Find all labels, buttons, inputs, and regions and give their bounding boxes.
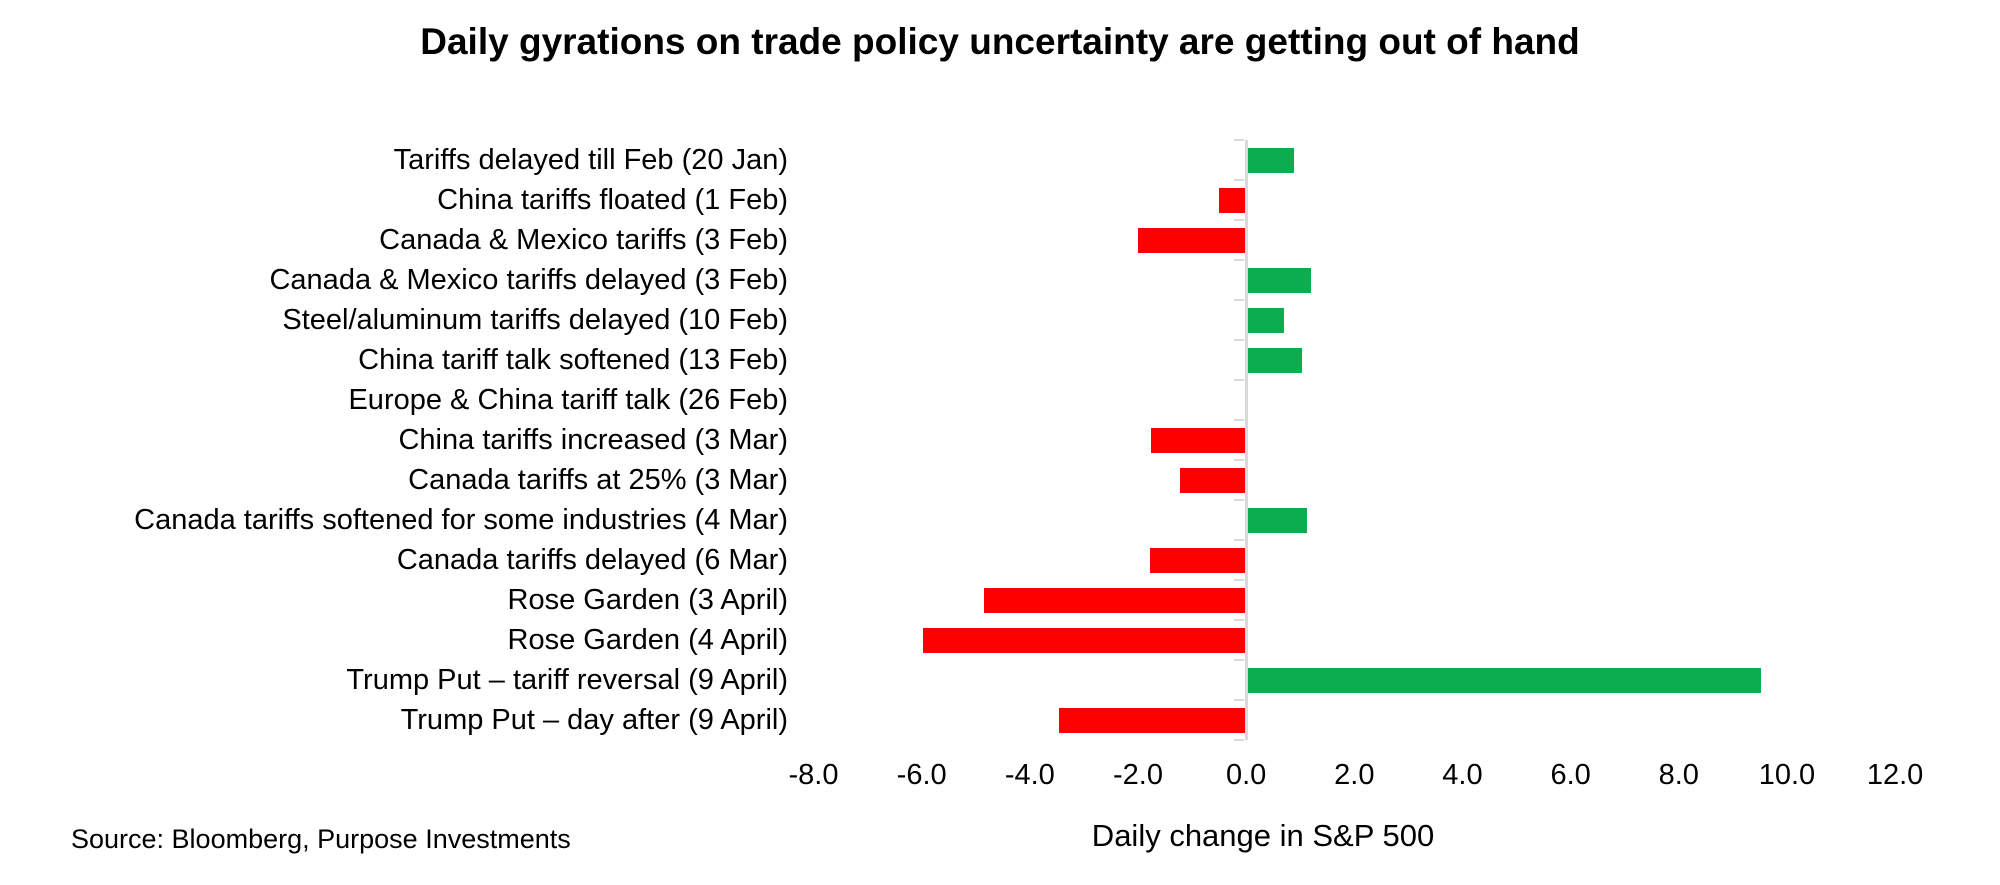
zero-axis-line	[1244, 140, 1248, 740]
axis-tick-notch	[1234, 299, 1245, 301]
plot-area	[800, 139, 1960, 741]
x-tick-label: -8.0	[788, 759, 839, 791]
category-label: China tariff talk softened (13 Feb)	[358, 344, 788, 376]
bar	[1246, 148, 1294, 173]
x-tick-label: -2.0	[1112, 759, 1163, 791]
bar	[1149, 548, 1247, 573]
category-label: Steel/aluminum tariffs delayed (10 Feb)	[282, 304, 788, 336]
axis-tick-notch	[1234, 539, 1245, 541]
bar	[1246, 268, 1312, 293]
axis-tick-notch	[1234, 219, 1245, 221]
bar	[1137, 228, 1247, 253]
axis-tick-notch	[1234, 419, 1245, 421]
axis-tick-notch	[1234, 179, 1245, 181]
category-label: Rose Garden (3 April)	[507, 584, 788, 616]
x-tick-label: 2.0	[1334, 759, 1375, 791]
category-label: Canada & Mexico tariffs delayed (3 Feb)	[269, 264, 788, 296]
category-label: Trump Put – tariff reversal (9 April)	[346, 664, 788, 696]
x-tick-label: 8.0	[1658, 759, 1699, 791]
category-label: Canada tariffs softened for some industr…	[134, 504, 788, 536]
axis-tick-notch	[1234, 459, 1245, 461]
axis-tick-notch	[1234, 259, 1245, 261]
bar	[923, 628, 1247, 653]
bar	[1180, 468, 1247, 493]
axis-tick-notch	[1234, 379, 1245, 381]
x-tick-label: 6.0	[1550, 759, 1591, 791]
x-axis-label: Daily change in S&P 500	[1091, 818, 1435, 853]
category-label: Tariffs delayed till Feb (20 Jan)	[393, 144, 788, 176]
bar	[1219, 188, 1247, 213]
bar	[1059, 708, 1247, 733]
bar	[1246, 508, 1307, 533]
category-label: Trump Put – day after (9 April)	[400, 704, 788, 736]
category-label: China tariffs increased (3 Mar)	[398, 424, 788, 456]
bar	[984, 588, 1247, 613]
x-tick-label: -6.0	[896, 759, 947, 791]
x-tick-label: 4.0	[1442, 759, 1483, 791]
axis-tick-notch	[1234, 699, 1245, 701]
category-label: Canada tariffs delayed (6 Mar)	[396, 544, 788, 576]
category-label: Europe & China tariff talk (26 Feb)	[348, 384, 788, 416]
bar	[1246, 348, 1303, 373]
x-axis-ticks: -8.0 -6.0 -4.0 -2.0 0.0 2.0 4.0 6.0 8.0 10.0 12.0	[789, 757, 1960, 793]
axis-tick-notch	[1234, 339, 1245, 341]
bar	[1150, 428, 1247, 453]
x-tick-label: 10.0	[1758, 759, 1816, 791]
x-tick-label: -4.0	[1004, 759, 1055, 791]
axis-tick-notch	[1234, 739, 1245, 741]
category-label: Canada tariffs at 25% (3 Mar)	[408, 464, 788, 496]
category-label: Rose Garden (4 April)	[507, 624, 788, 656]
axis-tick-notch	[1234, 579, 1245, 581]
axis-tick-notch	[1234, 659, 1245, 661]
x-tick-label: 12.0	[1866, 759, 1924, 791]
category-label: China tariffs floated (1 Feb)	[437, 184, 788, 216]
category-labels: Tariffs delayed till Feb (20 Jan) China t…	[0, 140, 788, 740]
bar	[1246, 668, 1761, 693]
bar	[1246, 308, 1284, 333]
axis-tick-notch	[1234, 499, 1245, 501]
chart-title: Daily gyrations on trade policy uncertai…	[420, 21, 1580, 62]
source-note: Source: Bloomberg, Purpose Investments	[71, 824, 571, 854]
axis-tick-notch	[1234, 619, 1245, 621]
category-label: Canada & Mexico tariffs (3 Feb)	[379, 224, 788, 256]
axis-tick-notch	[1234, 139, 1245, 141]
x-tick-label: 0.0	[1225, 759, 1267, 791]
